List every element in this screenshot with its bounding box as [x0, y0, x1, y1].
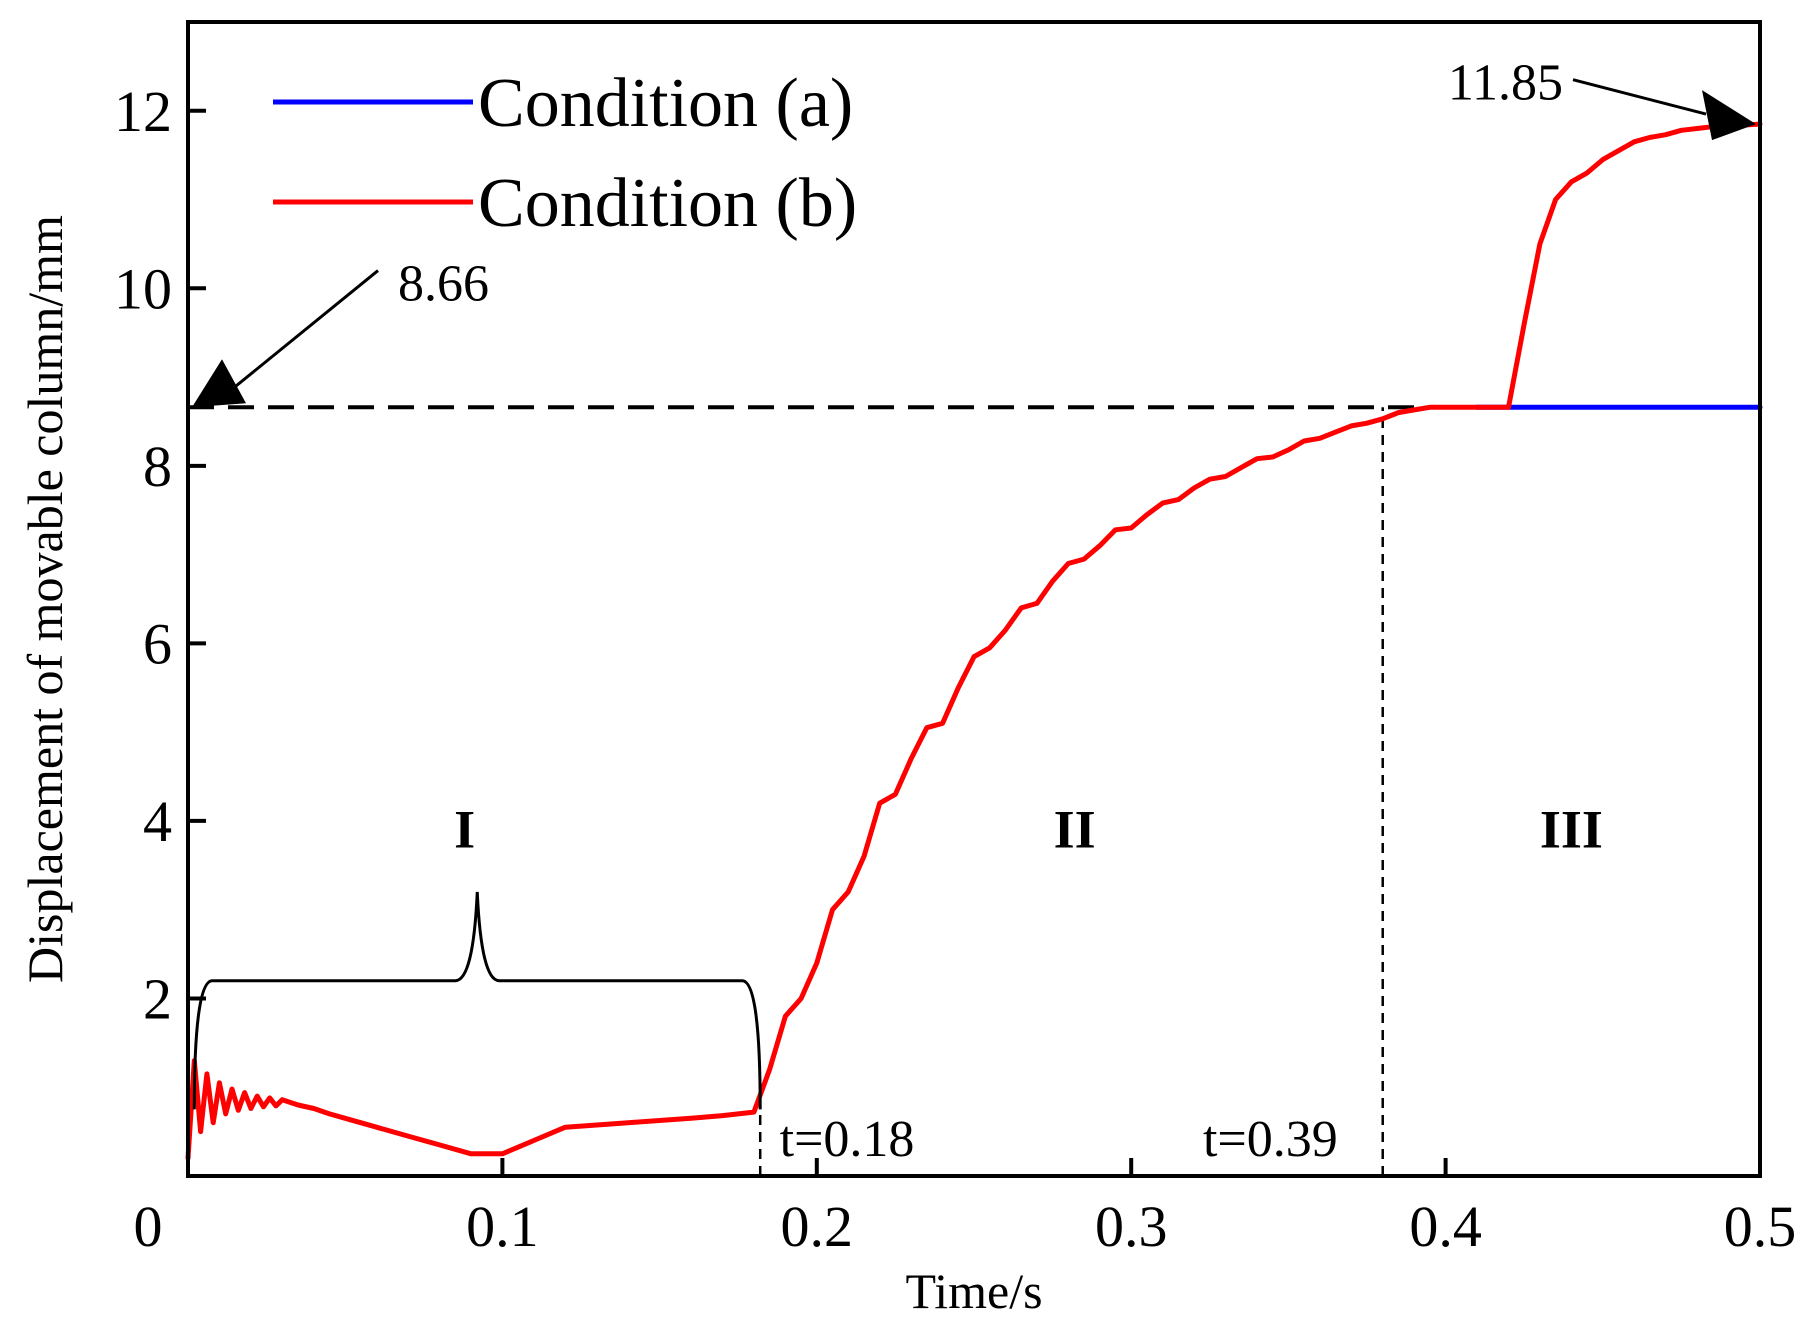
- annotation-11-85: 11.85: [1448, 55, 1563, 112]
- y-tick-label: 2: [143, 966, 172, 1031]
- x-tick-label: 0.1: [466, 1194, 539, 1259]
- region-label-3: III: [1540, 800, 1603, 860]
- x-axis-title: Time/s: [905, 1263, 1042, 1319]
- y-tick-label: 8: [143, 434, 172, 499]
- y-tick-label: 12: [114, 79, 172, 144]
- y-tick-label: 6: [143, 611, 172, 676]
- arrowhead-11-85: [1702, 90, 1756, 141]
- region-label-1: I: [454, 800, 475, 860]
- x-tick-label: 0.2: [781, 1194, 854, 1259]
- arrow-line-11-85: [1572, 78, 1707, 116]
- y-tick-label: 4: [143, 789, 172, 854]
- y-tick-label: 10: [114, 256, 172, 321]
- plot-frame: [186, 20, 1762, 1178]
- x-tick-label: 0.4: [1409, 1194, 1482, 1259]
- arrow-line-8-66: [231, 269, 379, 391]
- legend-label-1: Condition (a): [478, 65, 853, 142]
- region-label-2: II: [1054, 800, 1096, 860]
- x-tick-label: 0.3: [1095, 1194, 1168, 1259]
- region-1-brace: [192, 891, 762, 1110]
- series-line-2: [185, 121, 1763, 1161]
- y-axis-title: Displacement of movable column/mm: [17, 215, 73, 983]
- x-tick-label: 0.5: [1724, 1194, 1797, 1259]
- annotation-t-0-18: t=0.18: [780, 1111, 915, 1168]
- annotation-8-66: 8.66: [398, 256, 489, 313]
- origin-tick-label: 0: [134, 1194, 163, 1259]
- arrowhead-8-66: [192, 359, 246, 408]
- legend-label-2: Condition (b): [478, 165, 857, 242]
- annotation-t-0-39: t=0.39: [1203, 1111, 1338, 1168]
